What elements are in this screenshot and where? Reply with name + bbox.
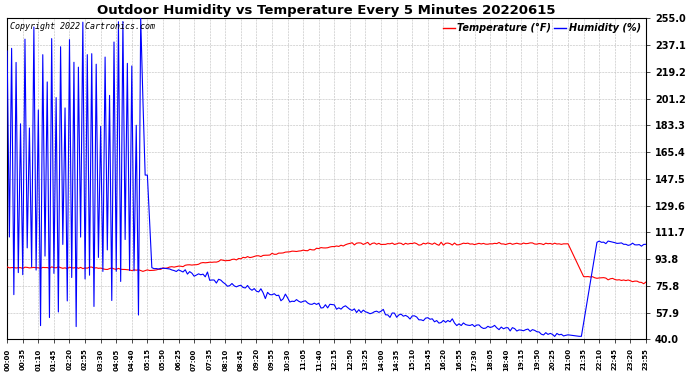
Title: Outdoor Humidity vs Temperature Every 5 Minutes 20220615: Outdoor Humidity vs Temperature Every 5 … xyxy=(97,4,556,17)
Legend: Temperature (°F), Humidity (%): Temperature (°F), Humidity (%) xyxy=(439,19,645,37)
Text: Copyright 2022 Cartronics.com: Copyright 2022 Cartronics.com xyxy=(10,21,155,30)
